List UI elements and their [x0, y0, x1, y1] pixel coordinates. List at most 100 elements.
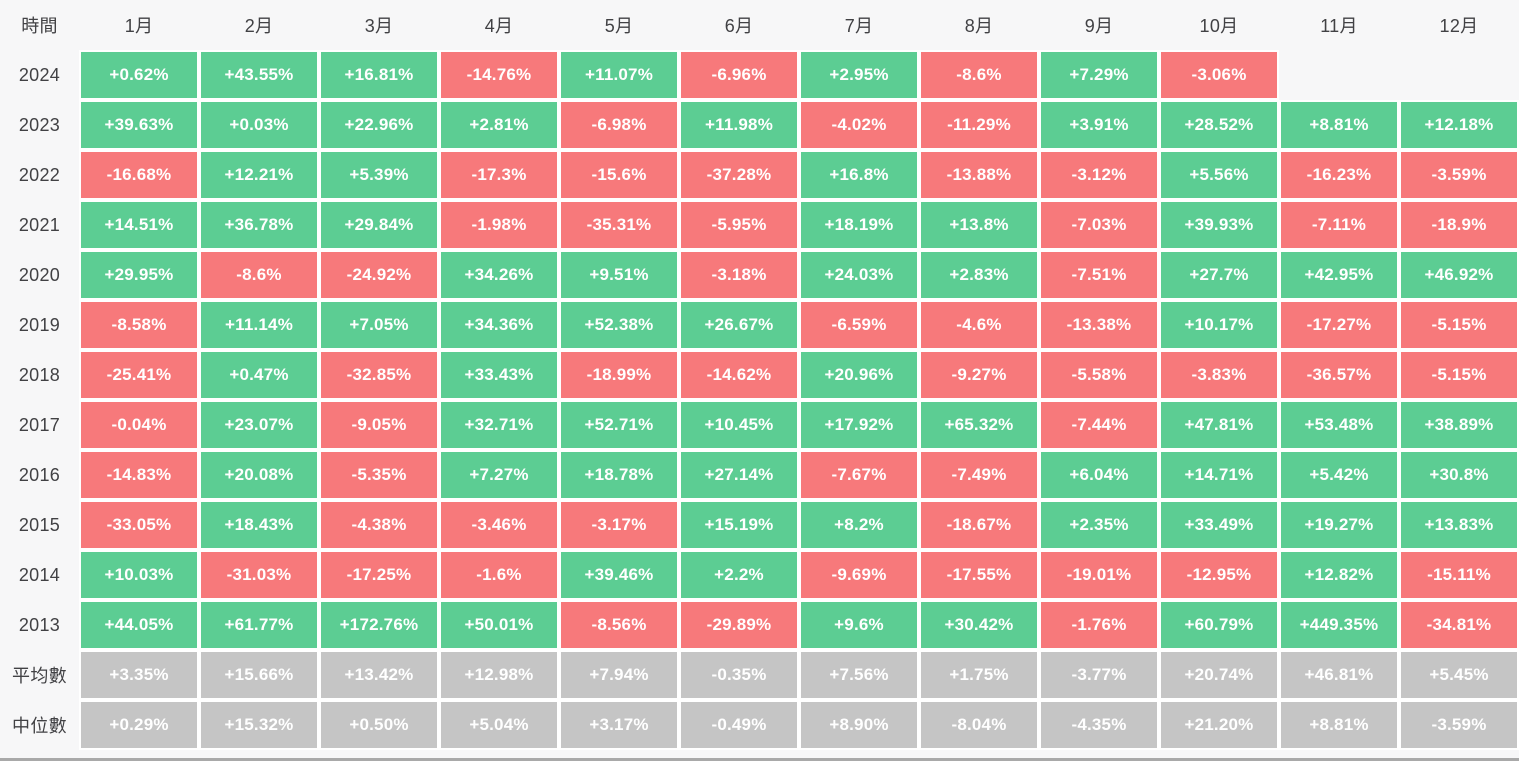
return-cell: +18.78%: [559, 450, 679, 500]
return-cell: +27.14%: [679, 450, 799, 500]
return-cell: -32.85%: [319, 350, 439, 400]
return-cell: +18.19%: [799, 200, 919, 250]
return-cell: -7.49%: [919, 450, 1039, 500]
month-header: 1月: [124, 16, 154, 36]
return-cell: -14.83%: [79, 450, 199, 500]
month-header: 8月: [964, 16, 994, 36]
return-cell: +34.26%: [439, 250, 559, 300]
return-cell: +449.35%: [1279, 600, 1399, 650]
return-cell: +29.95%: [79, 250, 199, 300]
return-cell: -13.88%: [919, 150, 1039, 200]
return-cell: +5.56%: [1159, 150, 1279, 200]
month-header: 2月: [244, 16, 274, 36]
month-header: 11月: [1320, 16, 1358, 36]
return-cell: +15.19%: [679, 500, 799, 550]
return-cell: +11.98%: [679, 100, 799, 150]
return-cell: +7.94%: [559, 650, 679, 700]
return-cell: +30.8%: [1399, 450, 1519, 500]
return-cell: -1.98%: [439, 200, 559, 250]
row-label: 2017: [18, 414, 61, 435]
return-cell: +2.2%: [679, 550, 799, 600]
return-cell: +42.95%: [1279, 250, 1399, 300]
return-cell: -17.25%: [319, 550, 439, 600]
return-cell: -15.6%: [559, 150, 679, 200]
row-label: 2021: [18, 214, 61, 235]
return-cell: +12.21%: [199, 150, 319, 200]
return-cell: -3.77%: [1039, 650, 1159, 700]
return-cell: -8.6%: [199, 250, 319, 300]
return-cell: -31.03%: [199, 550, 319, 600]
month-header: 4月: [484, 16, 514, 36]
return-cell: -14.76%: [439, 50, 559, 100]
row-label: 2020: [18, 264, 61, 285]
return-cell: +23.07%: [199, 400, 319, 450]
return-cell: -35.31%: [559, 200, 679, 250]
return-cell: +7.29%: [1039, 50, 1159, 100]
return-cell: +14.51%: [79, 200, 199, 250]
return-cell: +5.42%: [1279, 450, 1399, 500]
return-cell: -4.38%: [319, 500, 439, 550]
return-cell: +33.43%: [439, 350, 559, 400]
return-cell: +36.78%: [199, 200, 319, 250]
return-cell: -9.27%: [919, 350, 1039, 400]
return-cell: +46.81%: [1279, 650, 1399, 700]
return-cell: +13.83%: [1399, 500, 1519, 550]
return-cell: +13.8%: [919, 200, 1039, 250]
return-cell: +2.95%: [799, 50, 919, 100]
row-label: 2015: [18, 514, 61, 535]
return-cell: -0.04%: [79, 400, 199, 450]
row-label: 2016: [18, 464, 61, 485]
return-cell: -3.59%: [1399, 150, 1519, 200]
return-cell: [1279, 50, 1399, 100]
return-cell: +12.98%: [439, 650, 559, 700]
return-cell: +0.50%: [319, 700, 439, 750]
return-cell: +16.8%: [799, 150, 919, 200]
return-cell: -24.92%: [319, 250, 439, 300]
return-cell: +26.67%: [679, 300, 799, 350]
return-cell: +8.81%: [1279, 100, 1399, 150]
return-cell: -7.11%: [1279, 200, 1399, 250]
month-header: 12月: [1439, 16, 1479, 36]
return-cell: +27.7%: [1159, 250, 1279, 300]
return-cell: [1399, 50, 1519, 100]
return-cell: -7.51%: [1039, 250, 1159, 300]
return-cell: -3.12%: [1039, 150, 1159, 200]
row-label: 2014: [18, 564, 61, 585]
return-cell: +60.79%: [1159, 600, 1279, 650]
row-label: 2019: [18, 314, 61, 335]
return-cell: +7.56%: [799, 650, 919, 700]
return-cell: +15.32%: [199, 700, 319, 750]
return-cell: +24.03%: [799, 250, 919, 300]
row-label: 2018: [18, 364, 61, 385]
return-cell: +29.84%: [319, 200, 439, 250]
return-cell: -18.9%: [1399, 200, 1519, 250]
return-cell: +8.2%: [799, 500, 919, 550]
return-cell: -3.59%: [1399, 700, 1519, 750]
return-cell: -4.6%: [919, 300, 1039, 350]
month-header: 5月: [604, 16, 634, 36]
row-label: 2023: [18, 114, 61, 135]
return-cell: +38.89%: [1399, 400, 1519, 450]
return-cell: -34.81%: [1399, 600, 1519, 650]
return-cell: +46.92%: [1399, 250, 1519, 300]
row-label: 2022: [18, 164, 61, 185]
return-cell: -3.83%: [1159, 350, 1279, 400]
return-cell: -16.23%: [1279, 150, 1399, 200]
row-label: 2024: [18, 64, 61, 85]
return-cell: +61.77%: [199, 600, 319, 650]
return-cell: -5.95%: [679, 200, 799, 250]
return-cell: +5.04%: [439, 700, 559, 750]
return-cell: +52.38%: [559, 300, 679, 350]
row-label: 中位數: [12, 716, 67, 736]
return-cell: -18.99%: [559, 350, 679, 400]
return-cell: +13.42%: [319, 650, 439, 700]
return-cell: -17.55%: [919, 550, 1039, 600]
return-cell: +53.48%: [1279, 400, 1399, 450]
return-cell: +10.17%: [1159, 300, 1279, 350]
return-cell: +44.05%: [79, 600, 199, 650]
return-cell: -0.49%: [679, 700, 799, 750]
return-cell: -29.89%: [679, 600, 799, 650]
return-cell: -4.35%: [1039, 700, 1159, 750]
